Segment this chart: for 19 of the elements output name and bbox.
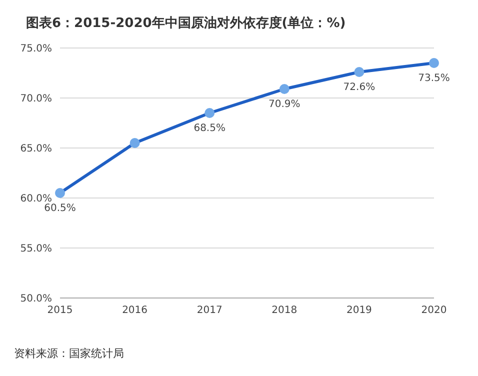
y-tick-label: 70.0% [20,94,52,105]
x-tick-label: 2019 [346,305,372,316]
chart-title: 图表6：2015-2020年中国原油对外依存度(单位：%) [26,14,346,32]
data-label: 72.6% [343,82,376,93]
x-tick-label: 2016 [122,305,148,316]
y-tick-label: 50.0% [20,294,52,305]
data-label: 70.9% [268,99,300,110]
data-label: 73.5% [418,73,450,84]
x-tick-label: 2015 [47,305,73,316]
data-label: 68.5% [194,123,226,134]
x-tick-label: 2018 [272,305,298,316]
data-label: 60.5% [44,203,76,214]
y-tick-label: 60.0% [20,194,52,205]
x-tick-label: 2020 [421,305,447,316]
text: 资料来源：国家统计局 [14,346,124,361]
y-tick-label: 75.0% [20,44,52,55]
x-tick-label: 2017 [196,305,222,316]
y-tick-label: 55.0% [20,244,52,255]
y-tick-label: 65.0% [20,144,52,155]
